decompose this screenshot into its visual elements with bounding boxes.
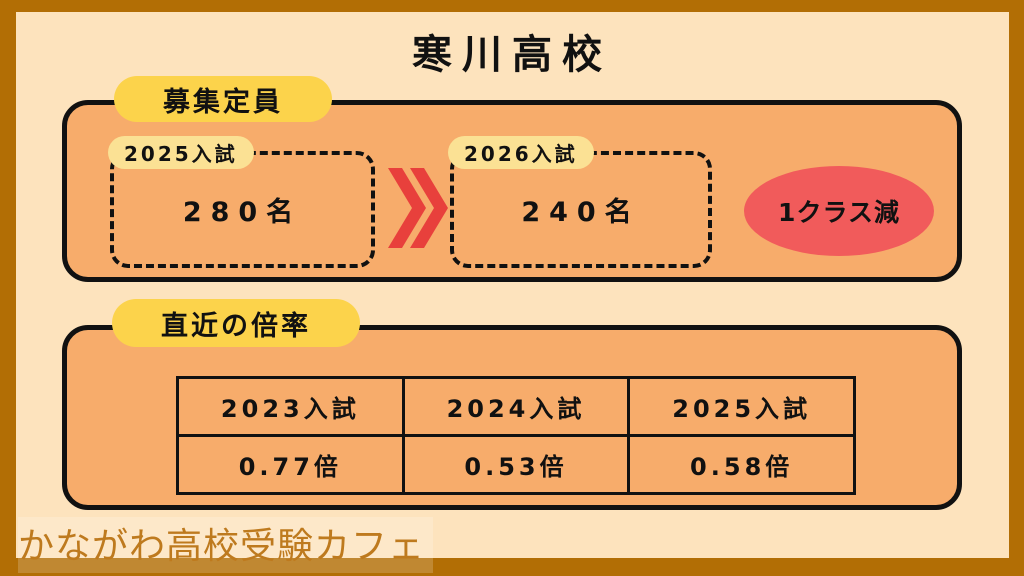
ratio-table-header-row: 2023入試 2024入試 2025入試 (176, 376, 856, 437)
capacity-section-label: 募集定員 (114, 76, 332, 122)
ratio-header-cell: 2024入試 (401, 376, 631, 437)
ratio-header-cell: 2023入試 (176, 376, 405, 437)
class-reduction-badge: 1クラス減 (744, 166, 934, 256)
ratio-value-cell: 0.53倍 (401, 434, 631, 495)
capacity-after-year-label: 2026入試 (448, 136, 594, 169)
ratio-section-label: 直近の倍率 (112, 299, 360, 347)
ratio-value-cell: 0.58倍 (627, 434, 856, 495)
site-watermark: かながわ高校受験カフェ (18, 517, 434, 573)
ratio-value-cell: 0.77倍 (176, 434, 405, 495)
ratio-table-value-row: 0.77倍 0.53倍 0.58倍 (176, 434, 856, 495)
double-chevron-right-icon (388, 168, 448, 248)
ratio-table: 2023入試 2024入試 2025入試 0.77倍 0.53倍 0.58倍 (176, 376, 856, 495)
page-title: 寒川高校 (412, 32, 612, 78)
ratio-header-cell: 2025入試 (627, 376, 856, 437)
capacity-before-year-label: 2025入試 (108, 136, 254, 169)
